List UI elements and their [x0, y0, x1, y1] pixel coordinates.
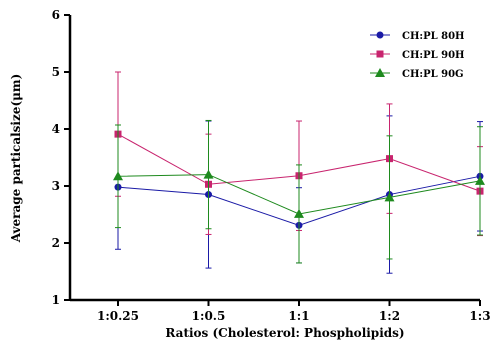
axes: 1 2 3 4 5 6 1:0.25 1:0.5 1:1 1:2 1:3: [52, 8, 491, 323]
legend-marker: [375, 68, 385, 77]
x-tick-label: 1:3: [469, 309, 490, 323]
legend-marker: [376, 31, 384, 39]
legend-item: CH:PL 90H: [370, 50, 465, 61]
x-tick-label: 1:2: [379, 309, 400, 323]
legend-label: CH:PL 90G: [402, 69, 464, 80]
data-point: [113, 171, 123, 181]
legend: CH:PL 80H CH:PL 90H CH:PL 90G: [370, 31, 465, 80]
x-tick-label: 1:0.5: [192, 309, 226, 323]
data-point: [384, 192, 395, 202]
legend-label: CH:PL 80H: [402, 31, 465, 42]
y-tick-label: 1: [52, 293, 60, 307]
x-axis-title: Ratios (Cholesterol: Phospholipids): [165, 326, 404, 340]
x-tick-label: 1:0.25: [97, 309, 139, 323]
x-tick-label: 1:1: [288, 309, 309, 323]
data-point: [294, 208, 304, 218]
data-point: [475, 175, 485, 185]
series-triangle: [113, 119, 485, 264]
y-tick-label: 4: [52, 122, 60, 136]
y-axis-title: Average particalsize(μm): [9, 74, 23, 244]
y-tick-label: 3: [52, 179, 60, 193]
legend-label: CH:PL 90H: [402, 50, 465, 61]
data-point: [203, 169, 214, 179]
y-tick-label: 5: [52, 65, 60, 79]
y-tick-label: 6: [52, 8, 60, 22]
series-group: [113, 71, 485, 274]
legend-item: CH:PL 80H: [370, 31, 465, 42]
legend-marker: [376, 50, 384, 58]
y-tick-label: 2: [52, 236, 60, 250]
legend-item: CH:PL 90G: [370, 68, 464, 80]
